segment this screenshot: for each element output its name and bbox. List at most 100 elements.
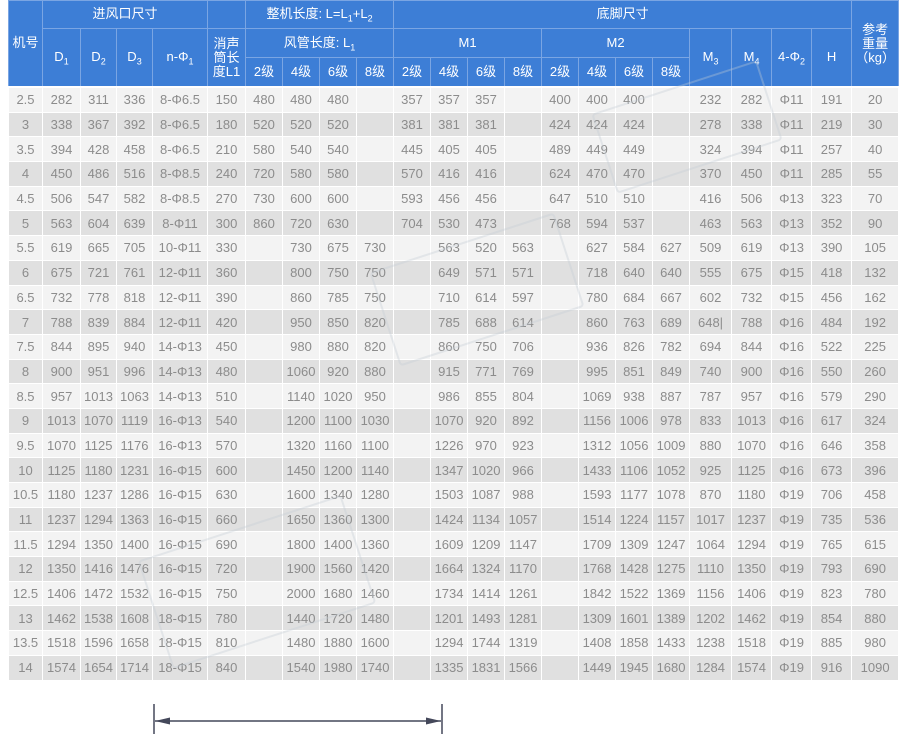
- table-cell: 627: [652, 235, 691, 261]
- table-cell: 357: [467, 85, 506, 113]
- table-cell: [245, 531, 284, 558]
- table-cell: 720: [282, 210, 321, 237]
- table-cell: 191: [811, 85, 853, 113]
- table-cell: 105: [851, 235, 900, 261]
- table-cell: 458: [851, 482, 900, 508]
- table-cell: 920: [467, 407, 506, 434]
- table-cell: Φ11: [771, 136, 813, 163]
- table-cell: 40: [851, 136, 900, 163]
- table-cell: 570: [393, 161, 432, 187]
- table-cell: 450: [42, 161, 81, 187]
- table-cell: 1538: [80, 605, 117, 632]
- table-cell: 16-Φ15: [151, 531, 209, 558]
- table-cell: Φ11: [771, 161, 813, 187]
- table-cell: [504, 185, 543, 212]
- empty-header-cell: [207, 0, 247, 29]
- table-cell: 820: [356, 309, 395, 335]
- table-cell: 282: [731, 85, 773, 113]
- table-cell: 617: [811, 407, 853, 434]
- table-cell: 1566: [504, 654, 543, 681]
- table-cell: 720: [207, 556, 247, 582]
- table-cell: [393, 457, 432, 483]
- table-cell: [393, 284, 432, 311]
- table-cell: [245, 432, 284, 459]
- table-cell: [504, 136, 543, 163]
- table-cell: 520: [467, 235, 506, 261]
- table-cell: 1440: [282, 605, 321, 632]
- table-cell: [393, 580, 432, 607]
- table-cell: 1030: [356, 407, 395, 434]
- table-cell: 647: [541, 185, 580, 212]
- table-cell: 473: [467, 210, 506, 237]
- table-cell: 381: [467, 111, 506, 138]
- table-cell: [541, 432, 580, 459]
- table-cell: 1493: [467, 605, 506, 632]
- header-grade-duct-2: 2级: [245, 57, 284, 88]
- table-cell: 3.5: [8, 136, 43, 163]
- table-cell: 13: [8, 605, 43, 632]
- table-cell: 392: [116, 111, 153, 138]
- table-cell: [541, 605, 580, 632]
- table-cell: 1593: [578, 482, 617, 508]
- table-cell: 1261: [504, 580, 543, 607]
- table-cell: [393, 235, 432, 261]
- table-cell: 16-Φ15: [151, 556, 209, 582]
- table-cell: 394: [42, 136, 81, 163]
- table-cell: 1070: [42, 432, 81, 459]
- table-cell: 13.5: [8, 630, 43, 656]
- table-cell: 540: [319, 136, 358, 163]
- header-grade-m2-2: 2级: [541, 57, 580, 88]
- table-cell: 1450: [282, 457, 321, 483]
- table-cell: 563: [430, 235, 469, 261]
- table-cell: 684: [615, 284, 654, 311]
- table-cell: 18-Φ15: [151, 630, 209, 656]
- table-cell: 210: [207, 136, 247, 163]
- table-cell: 416: [467, 161, 506, 187]
- table-cell: 986: [430, 383, 469, 409]
- table-cell: [541, 531, 580, 558]
- table-cell: 1078: [652, 482, 691, 508]
- table-cell: 480: [245, 85, 284, 113]
- table-cell: 1503: [430, 482, 469, 508]
- table-cell: 1324: [467, 556, 506, 582]
- table-cell: 1140: [282, 383, 321, 409]
- table-cell: 1480: [282, 630, 321, 656]
- table-cell: 1180: [731, 482, 773, 508]
- table-cell: 1350: [42, 556, 81, 582]
- table-cell: 1300: [356, 506, 395, 533]
- table-cell: 1900: [282, 556, 321, 582]
- table-cell: 506: [42, 185, 81, 212]
- table-cell: 12-Φ11: [151, 284, 209, 311]
- table-cell: 916: [811, 654, 853, 681]
- table-cell: 1180: [42, 482, 81, 508]
- table-cell: 1226: [430, 432, 469, 459]
- table-cell: 1294: [42, 531, 81, 558]
- table-cell: [356, 85, 395, 113]
- table-cell: Φ13: [771, 185, 813, 212]
- table-cell: 923: [504, 432, 543, 459]
- table-cell: [356, 185, 395, 212]
- table-cell: 630: [207, 482, 247, 508]
- table-cell: 614: [467, 284, 506, 311]
- table-cell: Φ19: [771, 605, 813, 632]
- table-cell: 1416: [80, 556, 117, 582]
- header-h: H: [811, 28, 853, 88]
- table-cell: 854: [811, 605, 853, 632]
- table-cell: 11.5: [8, 531, 43, 558]
- table-cell: 978: [652, 407, 691, 434]
- table-cell: 593: [393, 185, 432, 212]
- table-cell: 1363: [116, 506, 153, 533]
- table-cell: 765: [811, 531, 853, 558]
- table-cell: 2000: [282, 580, 321, 607]
- table-cell: 1125: [42, 457, 81, 483]
- table-cell: 1709: [578, 531, 617, 558]
- table-cell: 957: [42, 383, 81, 409]
- table-cell: 367: [80, 111, 117, 138]
- table-row: 13.5 1518 1596 1658 18-Φ15 810 1480 1880 1600 129…: [8, 630, 900, 656]
- table-cell: 338: [731, 111, 773, 138]
- table-cell: 582: [116, 185, 153, 212]
- table-cell: Φ11: [771, 85, 813, 113]
- table-cell: 740: [689, 358, 733, 385]
- header-4-phi2: 4-Φ2: [771, 28, 813, 88]
- table-cell: 1350: [80, 531, 117, 558]
